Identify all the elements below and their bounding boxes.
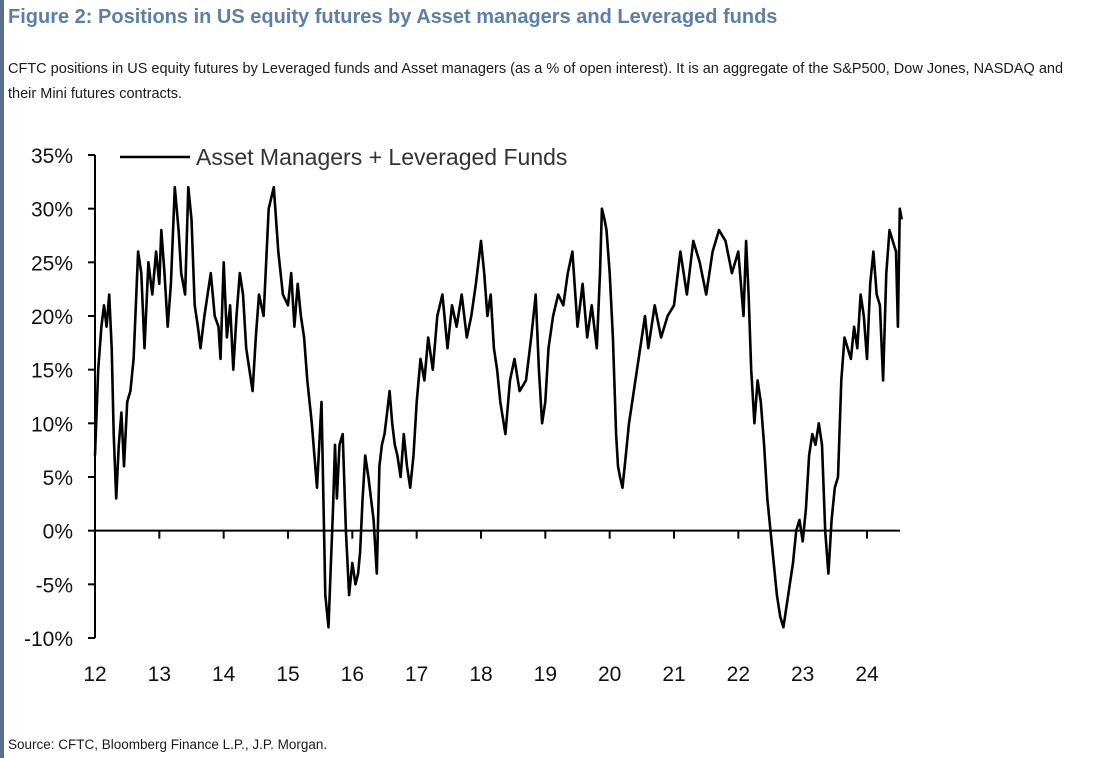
y-tick-label: -10% xyxy=(24,628,73,651)
x-tick-label: 12 xyxy=(83,663,106,686)
x-tick-label: 20 xyxy=(598,663,621,686)
figure-source: Source: CFTC, Bloomberg Finance L.P., J.… xyxy=(8,737,328,752)
y-tick-label: -5% xyxy=(36,574,73,597)
x-tick-label: 18 xyxy=(469,663,492,686)
y-tick-label: 0% xyxy=(43,521,73,544)
x-tick-label: 15 xyxy=(276,663,299,686)
x-axis-ticks: 12 13 14 15 16 17 18 19 20 21 22 23 24 xyxy=(83,530,879,686)
legend: Asset Managers + Leveraged Funds xyxy=(120,144,567,170)
figure-subtitle: CFTC positions in US equity futures by L… xyxy=(8,61,1064,102)
x-tick-label: 17 xyxy=(405,663,428,686)
x-tick-label: 24 xyxy=(855,663,879,686)
x-tick-label: 14 xyxy=(212,663,236,686)
y-tick-label: 30% xyxy=(31,199,73,222)
x-tick-label: 19 xyxy=(534,663,557,686)
x-tick-label: 16 xyxy=(341,663,364,686)
y-tick-label: 15% xyxy=(31,360,73,383)
left-accent-rule xyxy=(0,0,4,758)
chart-svg: 35% 30% 25% 20% 15% 10% 5% 0% -5% -10% 12 13 14 15 16… xyxy=(24,144,903,686)
legend-label: Asset Managers + Leveraged Funds xyxy=(196,144,567,170)
series-line-0 xyxy=(93,185,903,629)
y-tick-label: 10% xyxy=(31,413,73,436)
y-tick-label: 35% xyxy=(31,145,73,168)
y-axis-ticks: 35% 30% 25% 20% 15% 10% 5% 0% -5% -10% xyxy=(24,145,95,651)
x-tick-label: 13 xyxy=(148,663,171,686)
y-tick-label: 20% xyxy=(31,306,73,329)
chart-axes xyxy=(94,155,900,638)
figure-title: Figure 2: Positions in US equity futures… xyxy=(8,6,778,28)
x-tick-label: 22 xyxy=(727,663,750,686)
x-tick-label: 21 xyxy=(662,663,685,686)
y-tick-label: 25% xyxy=(31,252,73,275)
series-group xyxy=(93,185,903,629)
x-tick-label: 23 xyxy=(791,663,814,686)
y-tick-label: 5% xyxy=(43,467,73,490)
